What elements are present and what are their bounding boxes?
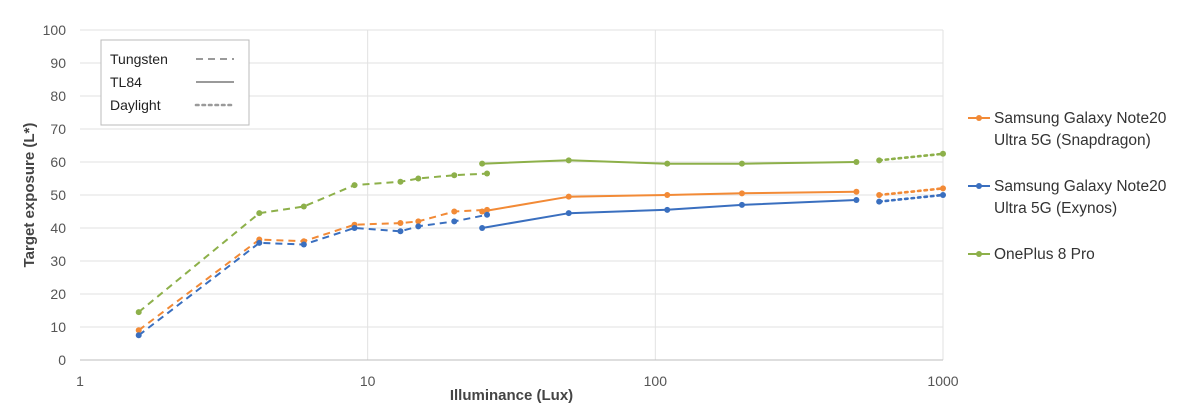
y-tick-label: 70 [50, 121, 66, 137]
x-tick-label: 100 [644, 373, 668, 389]
y-tick-label: 30 [50, 253, 66, 269]
data-point [940, 192, 946, 198]
data-point [484, 170, 491, 177]
line-style-legend-label: Tungsten [110, 51, 168, 67]
series-legend-label: Samsung Galaxy Note20 [994, 110, 1167, 127]
data-point [664, 206, 671, 213]
data-point [853, 188, 860, 195]
series-line-solid [481, 199, 857, 229]
series-legend-label: Ultra 5G (Exynos) [994, 200, 1117, 217]
x-axis-title: Illuminance (Lux) [450, 387, 573, 404]
series-line-dotted [877, 187, 945, 197]
y-tick-label: 10 [50, 319, 66, 335]
data-point [397, 220, 404, 227]
data-point [300, 203, 307, 210]
x-tick-label: 1 [76, 373, 84, 389]
y-tick-label: 100 [43, 22, 67, 38]
data-point [135, 327, 142, 334]
series-legend-label: Ultra 5G (Snapdragon) [994, 132, 1151, 149]
y-tick-label: 0 [58, 352, 66, 368]
series-2 [135, 192, 946, 339]
y-tick-label: 20 [50, 286, 66, 302]
series-line-dotted [877, 152, 945, 162]
x-tick-label: 10 [360, 373, 376, 389]
data-point [451, 208, 458, 215]
data-point [853, 159, 860, 165]
data-point [397, 178, 404, 185]
data-point [876, 198, 883, 205]
series-lines [135, 150, 946, 339]
y-tick-label: 50 [50, 187, 66, 203]
series-legend-label: OnePlus 8 Pro [994, 246, 1095, 263]
data-point [451, 218, 458, 225]
data-point [738, 201, 745, 208]
data-point [664, 160, 671, 167]
data-point [351, 225, 358, 231]
data-point [415, 175, 422, 182]
data-point [397, 228, 404, 235]
data-point [351, 182, 358, 189]
data-point [135, 332, 142, 339]
data-point [565, 193, 572, 200]
data-point [479, 208, 486, 215]
series-legend: Samsung Galaxy Note20 Ultra 5G (Snapdrago… [968, 110, 1167, 263]
series-3 [135, 150, 946, 316]
data-point [484, 211, 491, 218]
series-line-dashed [138, 213, 488, 337]
data-point [940, 185, 946, 192]
data-point [479, 225, 486, 231]
y-tick-label: 60 [50, 154, 66, 170]
line-style-legend-label: TL84 [110, 74, 142, 90]
data-point [415, 223, 422, 230]
data-point [415, 218, 422, 225]
y-tick-labels: 0 10 20 30 40 50 60 70 80 90 100 [43, 22, 67, 368]
y-tick-label: 80 [50, 88, 66, 104]
data-point [940, 150, 946, 157]
series-line-dashed [138, 208, 488, 332]
y-tick-label: 90 [50, 55, 66, 71]
series-legend-item: Samsung Galaxy Note20 Ultra 5G (Exynos) [968, 178, 1167, 217]
data-point [876, 157, 883, 164]
data-point [565, 157, 572, 164]
series-legend-item: OnePlus 8 Pro [968, 246, 1095, 263]
series-legend-marker [976, 183, 982, 189]
data-point [853, 196, 860, 203]
series-legend-marker [976, 115, 982, 121]
data-point [738, 160, 745, 167]
data-point [256, 239, 263, 246]
data-point [738, 190, 745, 197]
series-legend-marker [976, 251, 982, 257]
data-point [135, 309, 142, 316]
series-legend-item: Samsung Galaxy Note20 Ultra 5G (Snapdrago… [968, 110, 1167, 149]
data-point [565, 210, 572, 217]
x-tick-labels: 1 10 100 1000 [76, 373, 959, 389]
data-point [479, 160, 486, 167]
series-1 [135, 185, 946, 334]
data-point [876, 192, 883, 198]
line-style-legend: Tungsten TL84 Daylight [100, 39, 250, 126]
data-point [451, 172, 458, 179]
y-tick-label: 40 [50, 220, 66, 236]
series-line-dashed [138, 172, 488, 313]
data-point [664, 192, 671, 198]
data-point [256, 210, 263, 217]
x-tick-label: 1000 [927, 373, 958, 389]
y-axis-title: Target exposure (L*) [21, 123, 38, 268]
data-point [300, 241, 307, 248]
series-legend-label: Samsung Galaxy Note20 [994, 178, 1167, 195]
series-line-dotted [877, 193, 945, 203]
line-style-legend-label: Daylight [110, 97, 161, 113]
